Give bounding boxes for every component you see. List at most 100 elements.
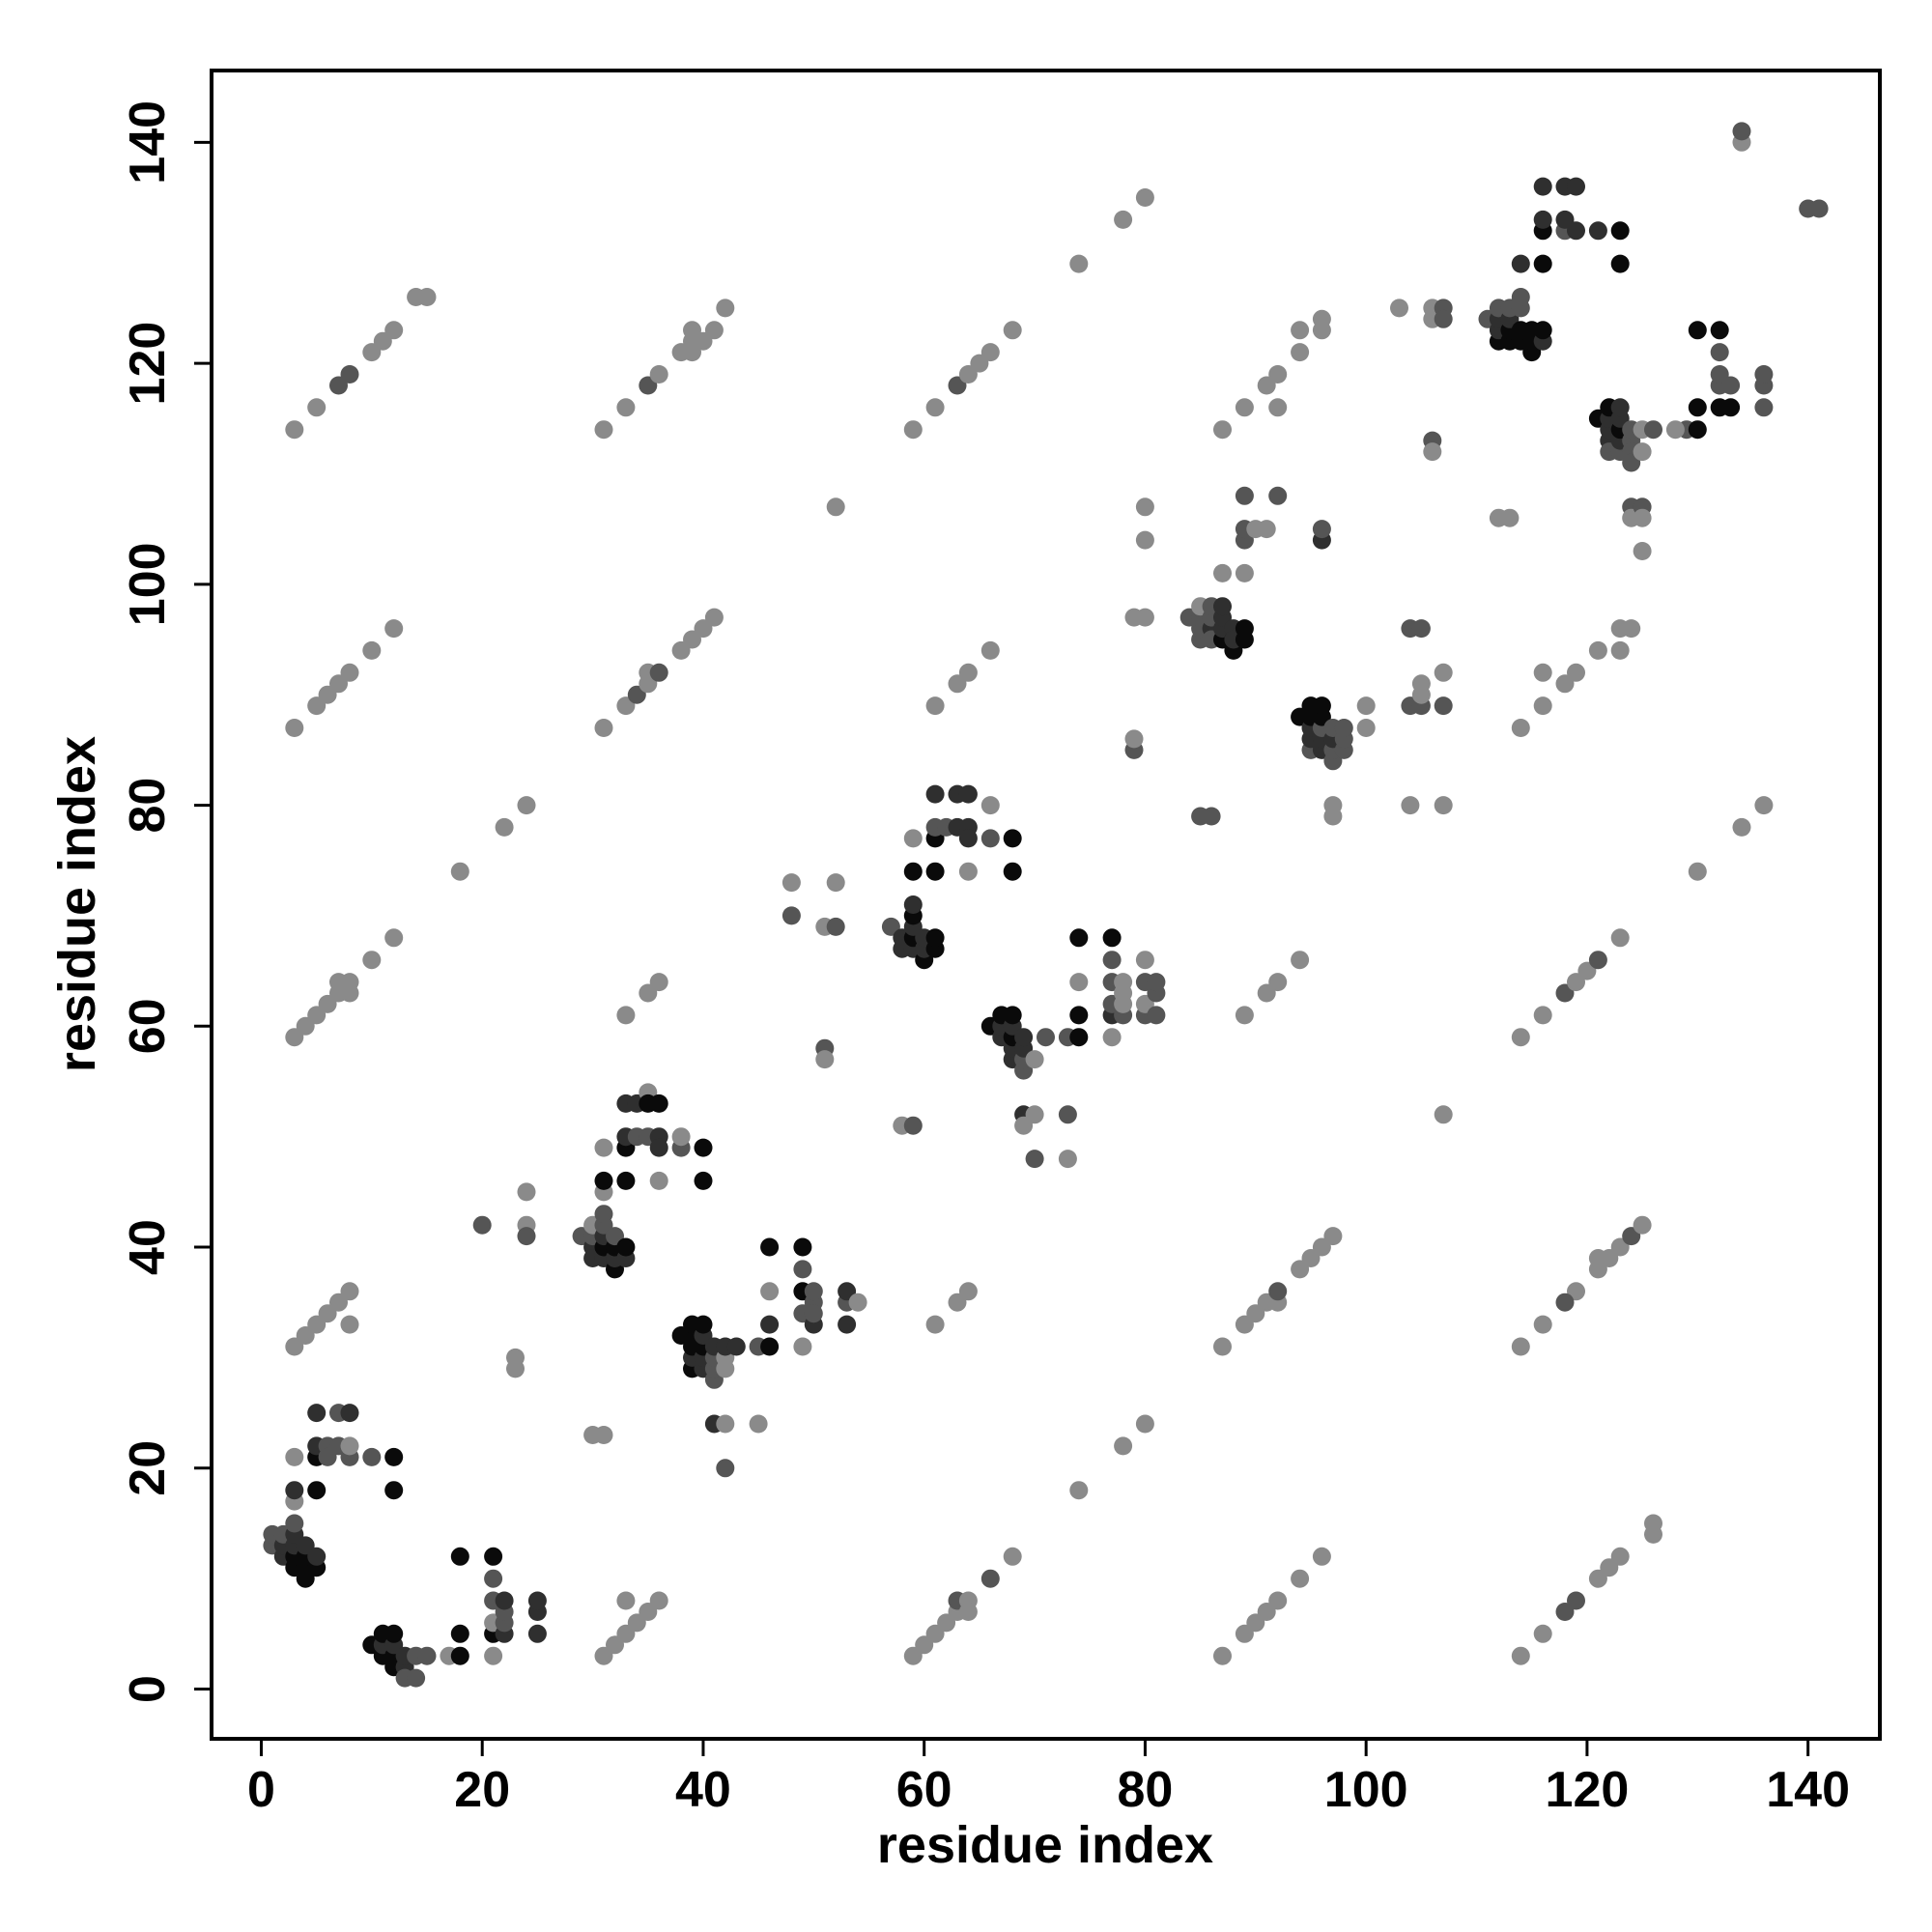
data-point [1665,420,1685,440]
data-point [1069,1481,1089,1500]
data-point [925,862,945,881]
data-point [616,1171,636,1190]
data-point [649,1138,668,1157]
data-point [384,619,404,639]
data-point [1114,973,1133,992]
data-point [1291,321,1310,340]
y-tick-label: 140 [120,100,176,185]
data-point [760,1337,780,1356]
data-point [980,796,1000,815]
data-point [1268,365,1288,384]
data-point [826,873,845,893]
data-point [1213,420,1232,440]
data-point [450,862,469,881]
data-point [694,1171,713,1190]
data-point [1555,674,1575,694]
data-point [1533,254,1552,273]
data-point [1025,1050,1044,1069]
x-tick-label: 120 [1546,1762,1630,1818]
data-point [826,497,845,517]
data-point [495,1591,514,1610]
y-tick-label: 120 [120,322,176,406]
data-point [1533,1006,1552,1025]
data-point [1688,321,1707,340]
x-tick-label: 140 [1766,1762,1850,1818]
data-point [1610,221,1630,241]
data-point [285,1481,304,1500]
data-point [340,663,359,682]
data-point [1235,398,1254,417]
data-point [781,906,801,925]
data-point [958,1282,978,1301]
data-point [1213,597,1232,616]
data-point [484,1547,503,1566]
data-point [285,420,304,440]
data-point [781,873,801,893]
data-point [340,1315,359,1334]
data-point [1434,1105,1453,1124]
data-point [1334,719,1353,737]
data-point [1268,973,1288,992]
data-point [980,640,1000,660]
data-point [527,1591,547,1610]
data-point [1312,520,1331,539]
data-point [1533,1315,1552,1334]
data-point [1610,254,1630,273]
data-point [1147,973,1166,992]
data-point [1567,221,1585,241]
data-point [1323,796,1343,815]
plot-frame [210,69,1882,1741]
data-point [1555,1293,1575,1312]
data-point [1257,520,1276,539]
data-point [1533,696,1552,716]
data-point [848,1293,867,1312]
data-point [384,321,404,340]
data-point [616,1006,636,1025]
data-point [1610,928,1630,948]
data-point [1069,973,1089,992]
data-point [649,1094,668,1113]
data-point [1633,508,1652,527]
data-point [594,1205,613,1224]
data-point [1003,829,1022,848]
data-point [1633,1215,1652,1235]
data-point [958,784,978,804]
data-point [1511,1028,1530,1047]
data-point [1434,309,1453,328]
y-axis: 0 20 40 60 80 100 120 140 [120,100,212,1703]
data-point [1610,640,1630,660]
y-tick-label: 0 [120,1675,176,1703]
data-point [594,1171,613,1190]
data-point [1754,398,1774,417]
y-tick-label: 40 [120,1219,176,1275]
data-point [517,796,536,815]
data-point [925,1315,945,1334]
data-point [1202,807,1221,826]
data-point [671,1127,691,1147]
data-point [925,928,945,948]
data-point [285,1447,304,1466]
data-point [749,1414,768,1434]
data-point [1102,951,1122,970]
data-point [1633,442,1652,462]
data-point [903,420,923,440]
points-layer [263,122,1829,1688]
data-point [1533,210,1552,229]
data-point [1268,486,1288,505]
data-point [1069,1028,1089,1047]
data-point [1213,1337,1232,1356]
data-point [1268,1591,1288,1610]
data-point [1555,1603,1575,1621]
data-point [1135,497,1154,517]
data-point [1754,365,1774,384]
data-point [1356,719,1376,737]
x-tick-label: 40 [675,1762,731,1818]
data-point [527,1624,547,1643]
data-point [1069,928,1089,948]
data-point [694,1315,713,1334]
data-point [616,1237,636,1257]
data-point [1511,1646,1530,1665]
data-point [1721,376,1741,395]
data-point [1610,1547,1630,1566]
data-point [1423,442,1442,462]
